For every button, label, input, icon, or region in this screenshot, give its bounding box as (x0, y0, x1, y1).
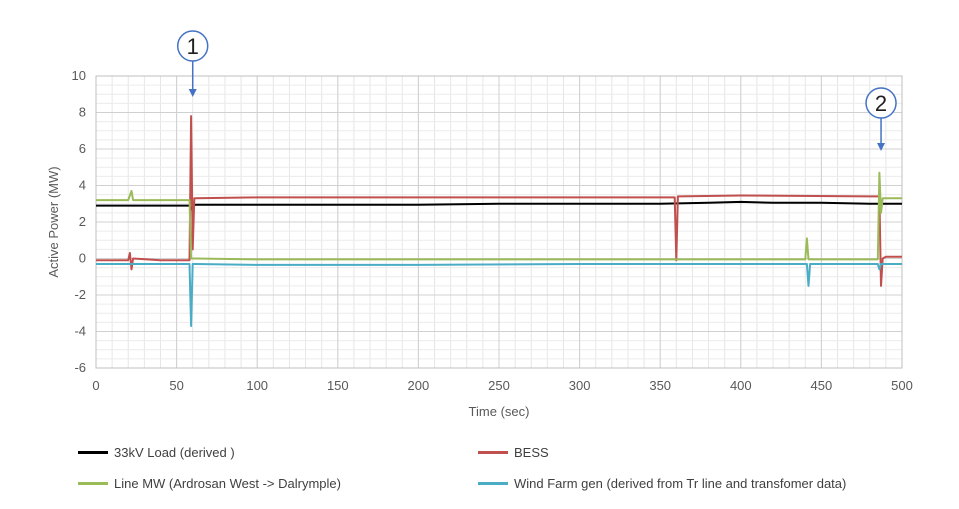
y-tick-label: 0 (79, 251, 86, 266)
x-tick-label: 500 (891, 378, 913, 393)
y-tick-label: 2 (79, 214, 86, 229)
x-tick-label: 0 (92, 378, 99, 393)
y-axis-label: Active Power (MW) (46, 166, 61, 277)
series-lines (96, 115, 902, 327)
y-tick-label: 4 (79, 178, 86, 193)
y-tick-label: -2 (74, 287, 86, 302)
y-tick-label: 10 (72, 68, 86, 83)
y-tick-labels: -6 -4 -2 0 2 4 6 8 10 (72, 68, 86, 375)
callout-arrowhead-1 (188, 89, 197, 97)
series-line-3 (96, 263, 902, 327)
x-tick-label: 250 (488, 378, 510, 393)
y-tick-label: 6 (79, 141, 86, 156)
x-tick-label: 200 (408, 378, 430, 393)
y-tick-label: -6 (74, 360, 86, 375)
y-tick-label: -4 (74, 324, 86, 339)
callouts: 12 (176, 30, 897, 151)
x-tick-label: 50 (169, 378, 183, 393)
callout-arrowhead-2 (877, 143, 886, 151)
y-tick-label: 8 (79, 105, 86, 120)
x-tick-label: 400 (730, 378, 752, 393)
series-line-2 (96, 171, 902, 261)
callout-number-1: 1 (187, 34, 199, 59)
callout-number-2: 2 (875, 91, 887, 116)
plot-area (95, 75, 903, 369)
x-axis-label: Time (sec) (469, 404, 530, 419)
x-tick-label: 100 (246, 378, 268, 393)
grid (95, 75, 903, 369)
x-tick-label: 350 (649, 378, 671, 393)
x-tick-labels: 0 50 100 150 200 250 300 350 400 450 500 (92, 378, 912, 393)
x-tick-label: 450 (811, 378, 833, 393)
x-tick-label: 150 (327, 378, 349, 393)
x-tick-label: 300 (569, 378, 591, 393)
